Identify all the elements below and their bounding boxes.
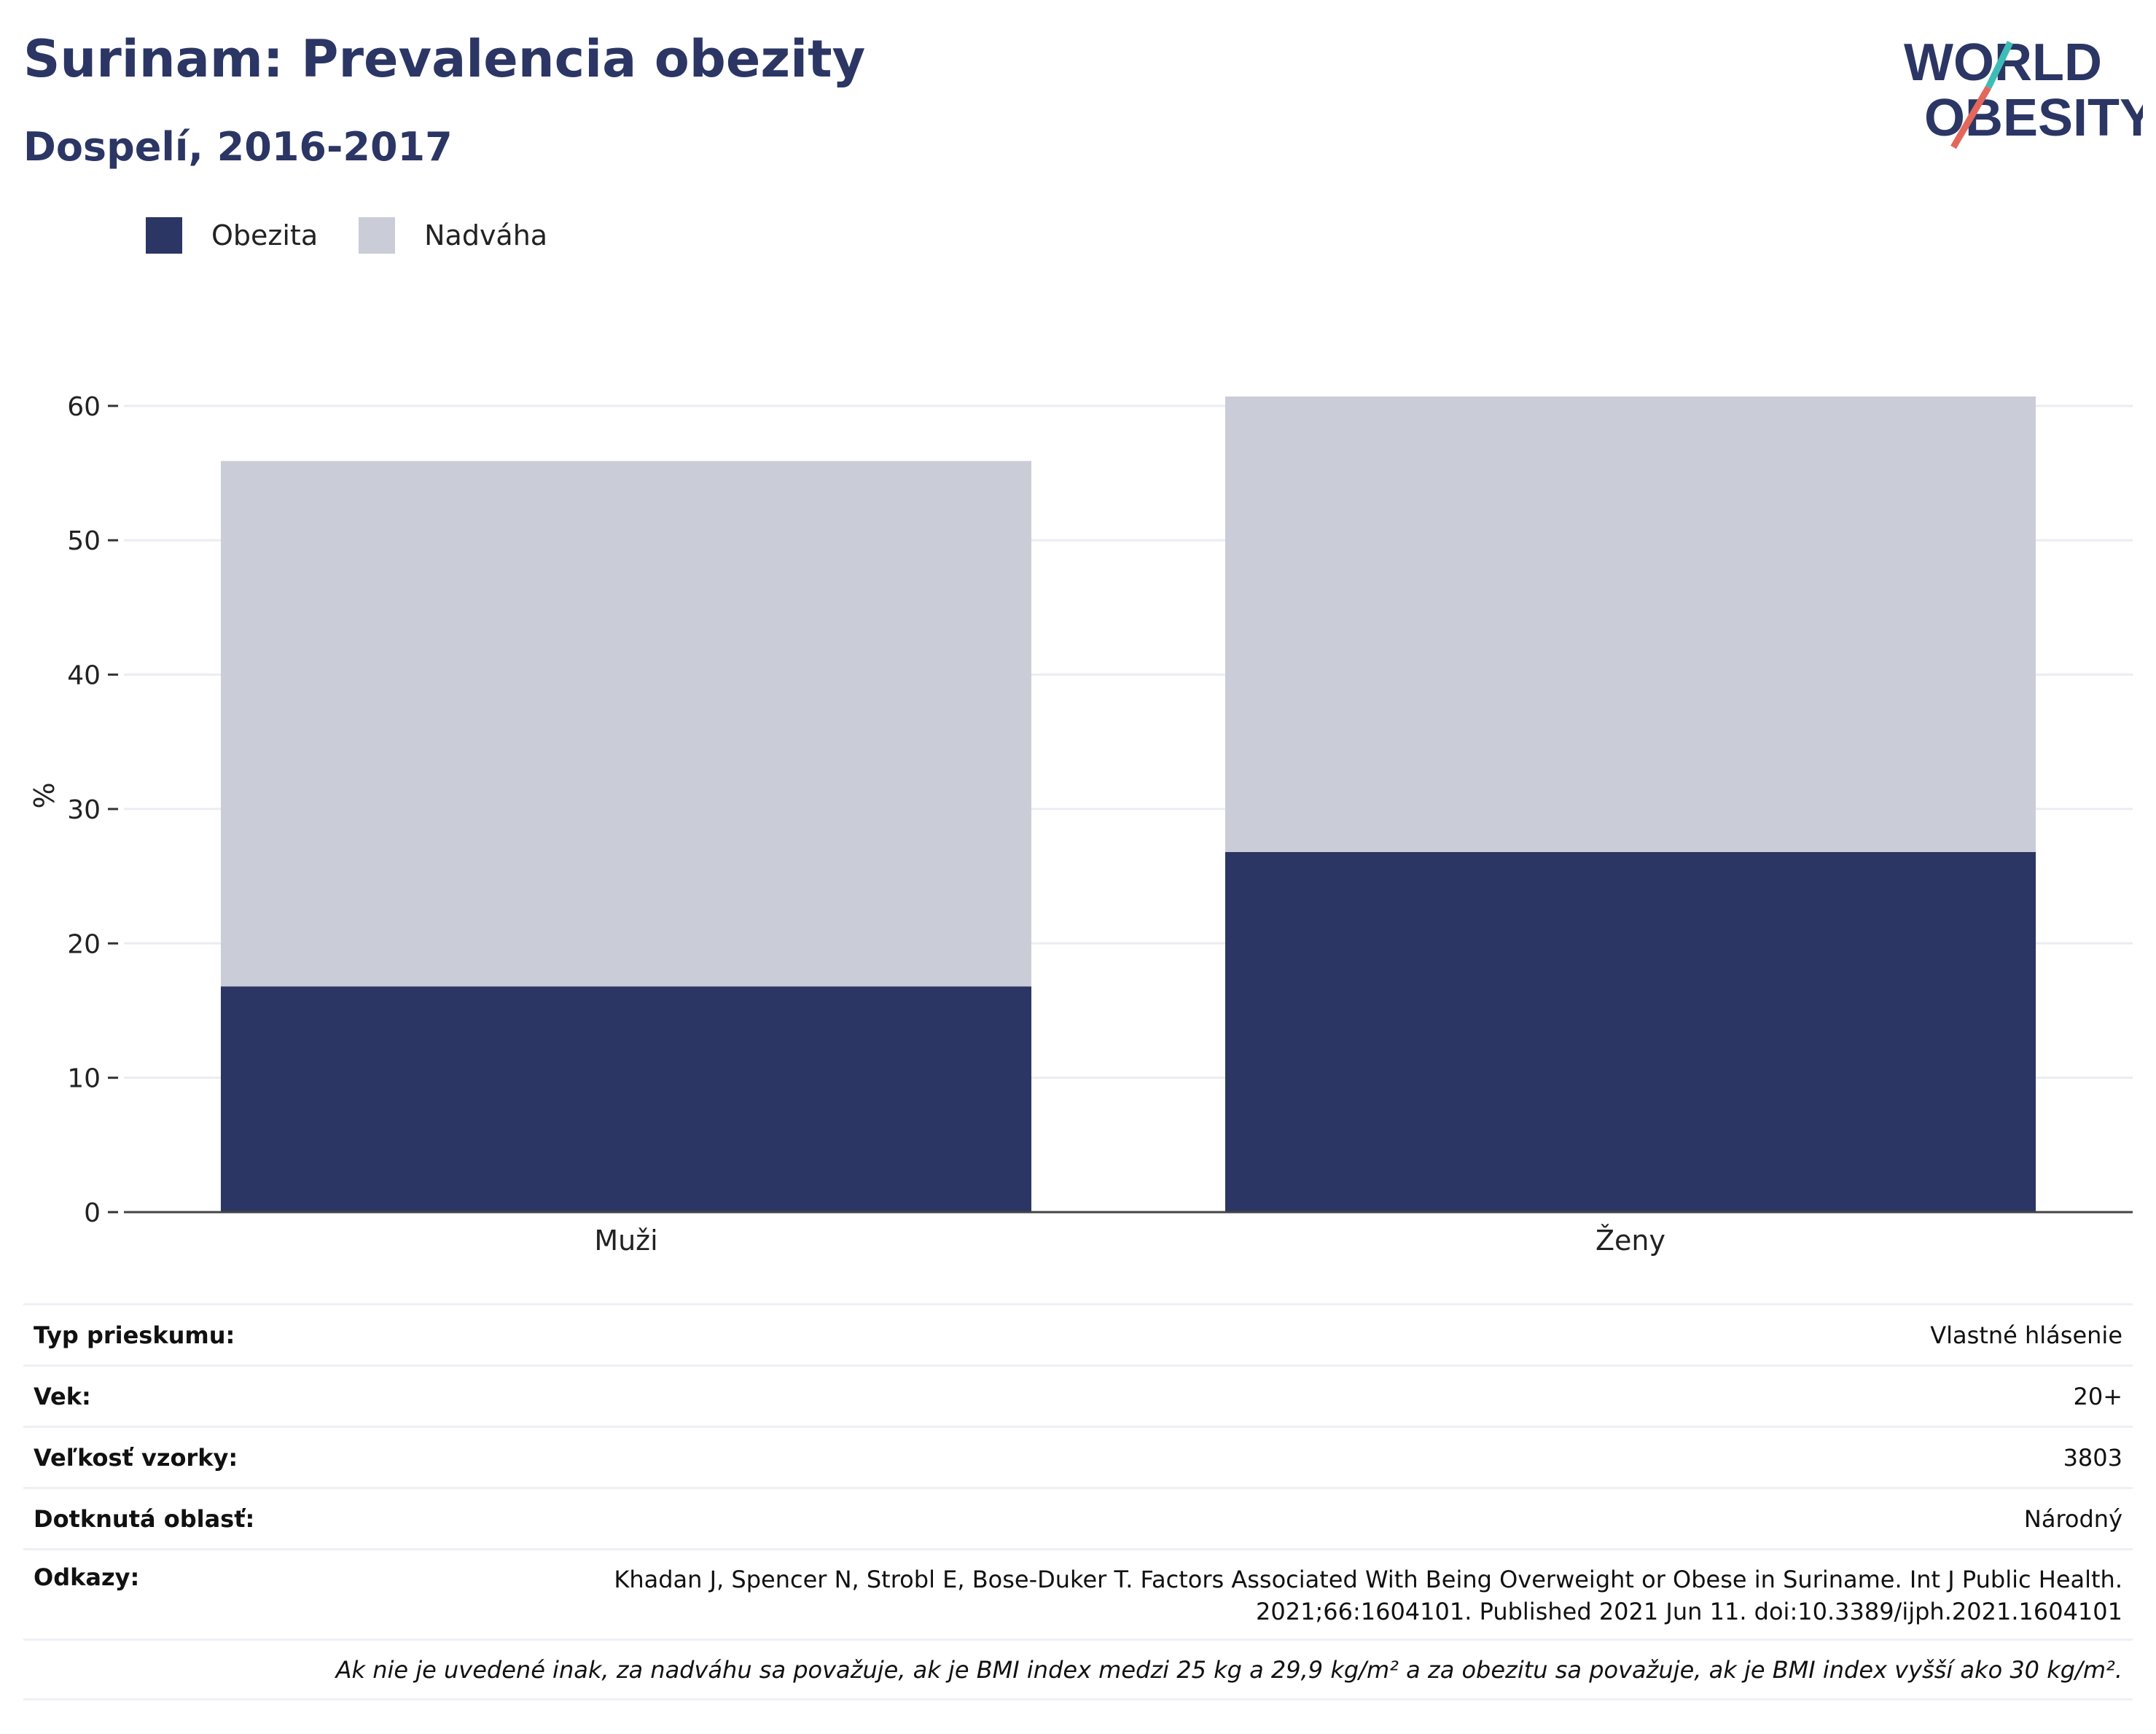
info-label-references: Odkazy:: [34, 1563, 140, 1591]
y-tick-label: 50: [67, 526, 101, 556]
info-label-sample-size: Veľkosť vzorky:: [34, 1443, 238, 1472]
chart-subtitle: Dospelí, 2016-2017: [23, 124, 453, 170]
x-tick-label: Ženy: [1595, 1225, 1665, 1257]
bar-obezita-zeny: [1225, 851, 2036, 1212]
reference-line-2: 2021;66:1604101. Published 2021 Jun 11. …: [1256, 1598, 2122, 1625]
chart-legend: Obezita Nadváha: [146, 217, 588, 254]
info-value-survey-type: Vlastné hlásenie: [1930, 1321, 2122, 1349]
legend-swatch-obezita: [146, 217, 182, 254]
bmi-definition-note: Ak nie je uvedené inak, za nadváhu sa po…: [335, 1655, 2122, 1684]
logo-slash-coral: [1950, 85, 1991, 149]
info-row-references: Odkazy: Khadan J, Spencer N, Strobl E, B…: [23, 1550, 2133, 1641]
info-row-area: Dotknutá oblasť: Národný: [23, 1489, 2133, 1550]
info-row-survey-type: Typ prieskumu: Vlastné hlásenie: [23, 1305, 2133, 1367]
info-value-sample-size: 3803: [2063, 1443, 2122, 1472]
y-tick-label: 40: [67, 661, 101, 691]
legend-label-obezita: Obezita: [211, 219, 319, 251]
bar-nadvaha-muzi: [220, 461, 1032, 987]
legend-item-nadvaha: Nadváha: [359, 217, 547, 254]
info-label-area: Dotknutá oblasť:: [34, 1504, 255, 1533]
reference-line-1: Khadan J, Spencer N, Strobl E, Bose-Duke…: [614, 1566, 2122, 1593]
world-obesity-logo: WORLD OBESITY: [1904, 34, 2143, 149]
bar-nadvaha-zeny: [1225, 396, 2036, 852]
logo-slash-teal: [1985, 41, 2014, 89]
x-tick-label: Muži: [594, 1225, 657, 1257]
info-value-references: Khadan J, Spencer N, Strobl E, Bose-Duke…: [373, 1563, 2122, 1628]
info-row-age: Vek: 20+: [23, 1367, 2133, 1428]
info-row-note: Ak nie je uvedené inak, za nadváhu sa po…: [23, 1641, 2133, 1700]
y-tick-label: 10: [67, 1064, 101, 1094]
legend-swatch-nadvaha: [359, 217, 396, 254]
y-tick-label: 0: [84, 1198, 101, 1228]
chart-title: Surinam: Prevalencia obezity: [23, 29, 866, 89]
bar-obezita-muzi: [220, 986, 1032, 1212]
info-label-age: Vek:: [34, 1382, 91, 1410]
survey-info-table: Typ prieskumu: Vlastné hlásenie Vek: 20+…: [23, 1303, 2133, 1700]
y-tick-label: 60: [67, 392, 101, 422]
info-row-sample-size: Veľkosť vzorky: 3803: [23, 1428, 2133, 1489]
info-value-area: Národný: [2023, 1504, 2122, 1533]
info-label-survey-type: Typ prieskumu:: [34, 1321, 235, 1349]
legend-label-nadvaha: Nadváha: [424, 219, 548, 251]
y-tick-label: 20: [67, 929, 101, 959]
legend-item-obezita: Obezita: [146, 217, 318, 254]
y-tick-label: 30: [67, 795, 101, 825]
stacked-bar-chart: 0 10 20 30 40 50 60% Muži Ženy: [28, 392, 2133, 1257]
y-axis-label: %: [28, 782, 60, 808]
info-value-age: 20+: [2073, 1382, 2122, 1410]
